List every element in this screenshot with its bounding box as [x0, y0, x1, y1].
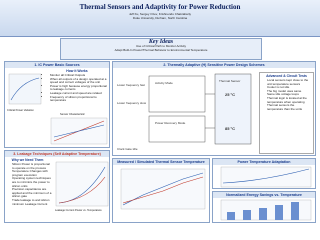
box-title: How it Works — [66, 69, 88, 73]
key-ideas-title: Key Ideas — [148, 39, 174, 45]
bullet: Operating system techniques are to minim… — [12, 177, 52, 188]
diagram-label: Power Recovery Mode — [155, 121, 186, 125]
side-box: Advanced & Circuit Tests Local sensors k… — [259, 72, 314, 154]
section: 1. IC Power Basic Sources How it Works M… — [4, 61, 110, 148]
section: 3. Leakage Techniques (Self Adaptive Tem… — [4, 150, 110, 223]
figure — [220, 166, 312, 188]
bullet: Cooler is not idle — [267, 86, 311, 90]
bullet: Local sensors kept close to the unit tem… — [267, 78, 311, 86]
bullet: Silicon Power is proportional to operate… — [12, 162, 52, 170]
bullet: The big model uses same — [267, 89, 311, 94]
bullet: Thermal sensors the temperature than the… — [267, 103, 311, 111]
figure — [8, 73, 42, 105]
box-title: Why we Need Them — [11, 158, 44, 162]
figure — [55, 161, 109, 207]
key-idea: Use of Critical Path to Monitor Activity — [135, 44, 187, 48]
title: Thermal Sensors and Adaptivity for Power… — [79, 3, 241, 11]
key-ideas: Key Ideas Use of Critical Path to Monito… — [60, 38, 262, 60]
key-idea: Adapt Built-In Power/Thermal Behavior to… — [114, 47, 208, 52]
diagram-label: Lower frequency fast — [117, 83, 145, 87]
diagram-label: Lower frequency slow — [117, 101, 147, 105]
bullet: Thermal logic is located at the temperat… — [267, 96, 311, 104]
bullet: When all outputs of a design operated at… — [50, 77, 107, 85]
section-title: Power Temperature Adaptation — [213, 159, 315, 165]
bullet: Power is high because energy proportiona… — [50, 84, 107, 92]
section-title: 3. Leakage Techniques (Self Adaptive Tem… — [5, 151, 109, 157]
diagram-label: 25 °C — [225, 92, 235, 97]
diagram-label: Activity Mode — [155, 81, 173, 85]
section: Normalized Energy Savings vs. Temperatur… — [212, 191, 316, 223]
bullet: Leakage current and speed are related — [50, 91, 107, 96]
section-title: 1. IC Power Basic Sources — [5, 62, 109, 68]
bullet: Frequency of silicon proportional to tem… — [50, 95, 107, 103]
figure-caption: Critical Power Variation — [7, 109, 34, 112]
diagram-label: Clock Gate Idle — [117, 147, 138, 151]
author: Jeff Ku, Sergey Ozev, Krishnendu Chakrab… — [128, 12, 192, 16]
box-title: Advanced & Circuit Tests — [266, 74, 307, 78]
poster: Thermal Sensors and Adaptivity for Power… — [0, 0, 320, 226]
affiliation: Duke University, Durham, North Carolina — [132, 16, 188, 20]
bullet: Temperature Changes with program executi… — [12, 169, 52, 177]
bullet: Precision capacitance are applied and th… — [12, 187, 52, 199]
figure-caption: Leakage Current Power vs. Temperature — [55, 209, 102, 212]
section: Power Temperature Adaptation — [212, 158, 316, 189]
diagram: Lower frequency fast Lower frequency slow… — [117, 73, 252, 151]
section: 2. Thermally Adaptive (H) Sensitive Powe… — [112, 61, 316, 156]
diagram-label: 85 °C — [225, 126, 235, 131]
figure — [120, 168, 206, 210]
figure — [220, 199, 312, 221]
bullet: Monitor all Critical Outputs — [50, 73, 107, 78]
figure — [50, 117, 108, 145]
diagram-label: Thermal Sensor — [219, 79, 240, 83]
header: Thermal Sensors and Adaptivity for Power… — [0, 0, 320, 37]
section: Measured / Simulated Thermal Sensor Temp… — [112, 158, 210, 223]
bullet: Same idle voltage loops — [267, 93, 311, 97]
section-title: 2. Thermally Adaptive (H) Sensitive Powe… — [113, 62, 315, 68]
section-title: Measured / Simulated Thermal Sensor Temp… — [113, 159, 209, 165]
section-title: Normalized Energy Savings vs. Temperatur… — [213, 192, 315, 198]
bullet: Trade leakage to and silicon minimum Lea… — [12, 198, 52, 206]
figure-caption: Sensor Characteristic — [60, 113, 85, 116]
